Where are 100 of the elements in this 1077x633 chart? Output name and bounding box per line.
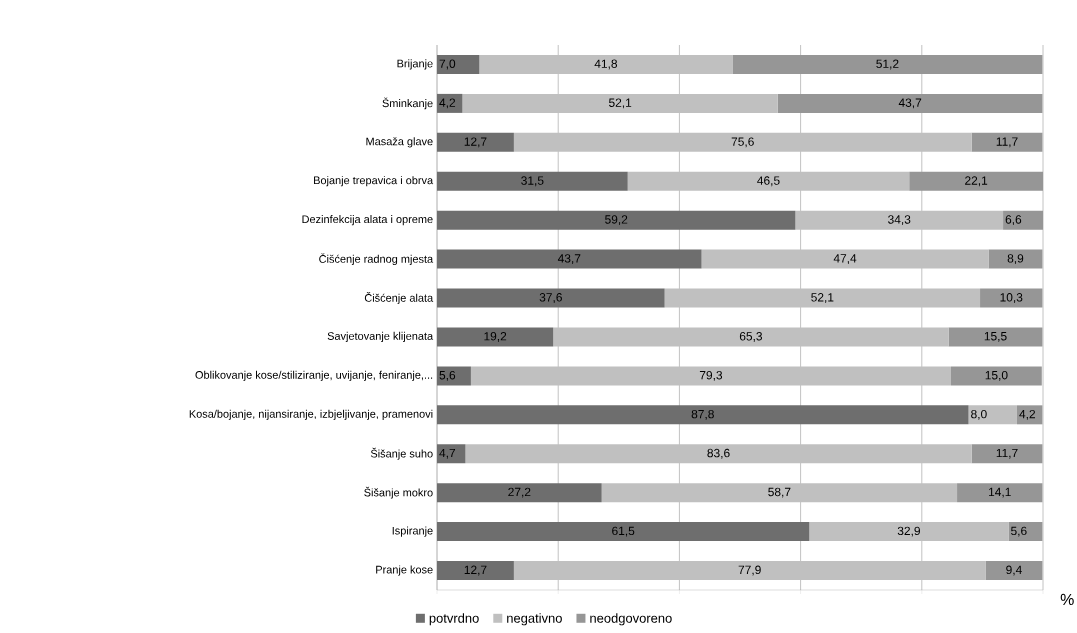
data-label: 10,3: [1000, 293, 1023, 303]
data-label: 5,6: [1011, 526, 1027, 537]
bar: [601, 483, 958, 503]
y-tick-label: Oblikovanje kose/stiliziranje, uvijanje, feniranje,...: [195, 370, 433, 381]
data-label: 65,3: [739, 332, 763, 342]
data-label: 12,7: [464, 137, 487, 148]
data-label: 52,1: [811, 293, 834, 303]
data-label: 4,2: [439, 98, 456, 109]
bar: [437, 93, 463, 113]
data-label: 32,9: [897, 526, 920, 537]
y-tick-label: Kosa/bojanje, nijansiranje, izbjeljivanje, pramenovi: [189, 409, 433, 420]
data-label: 31,5: [521, 176, 544, 187]
bar: [437, 483, 602, 503]
bar: [809, 522, 1009, 542]
data-label: 4,7: [439, 448, 456, 459]
y-tick-label: Dezinfekcija alata i opreme: [302, 215, 433, 226]
bar: [971, 132, 1043, 152]
bar: [437, 249, 702, 269]
bar: [1016, 405, 1043, 425]
legend-label: negativno: [507, 613, 562, 626]
y-tick-label: Čišćenje alata: [364, 292, 434, 304]
y-tick-label: Brijanje: [397, 59, 433, 70]
y-tick-label: Ispiranje: [392, 526, 433, 537]
data-label: 22,1: [965, 176, 988, 187]
bar: [437, 288, 665, 308]
data-label: 5,6: [439, 370, 456, 381]
y-tick-label: Masaža glave: [366, 137, 433, 148]
bar: [627, 171, 910, 191]
bar: [777, 93, 1043, 113]
bar: [479, 54, 733, 74]
data-label: 7,0: [439, 59, 456, 70]
bar: [988, 249, 1043, 269]
data-label: 79,3: [699, 370, 723, 381]
legend-label: potvrdno: [429, 613, 479, 626]
bar: [950, 366, 1042, 386]
bar: [437, 327, 554, 347]
data-label: 6,6: [1005, 215, 1022, 226]
data-label: 75,6: [731, 137, 754, 148]
data-label: 19,2: [484, 332, 507, 342]
data-label: 9,4: [1006, 565, 1022, 576]
bar: [513, 132, 972, 152]
data-label: 51,2: [876, 59, 899, 70]
bar: [513, 561, 986, 581]
bar: [437, 561, 514, 581]
bar: [437, 171, 628, 191]
data-label: 58,7: [768, 487, 791, 498]
data-label: 61,5: [612, 526, 635, 537]
bar: [985, 561, 1043, 581]
bar: [1003, 210, 1044, 230]
data-label: 8,9: [1007, 254, 1024, 265]
data-label: 43,7: [898, 98, 922, 109]
data-label: 77,9: [738, 565, 761, 576]
y-tick-label: Šminkanje: [382, 97, 433, 110]
legend-label: neodgovoreno: [590, 613, 672, 626]
bar: [957, 483, 1043, 503]
y-tick-label: Čišćenje radnog mjesta: [319, 253, 434, 266]
data-label: 34,3: [888, 215, 911, 226]
bar: [437, 444, 466, 464]
bar: [732, 54, 1043, 74]
y-tick-label: Savjetovanje klijenata: [327, 331, 434, 343]
bar: [437, 366, 471, 386]
bar: [437, 210, 796, 230]
data-label: 27,2: [508, 487, 531, 498]
y-tick-label: Bojanje trepavica i obrva: [314, 176, 434, 187]
bar: [968, 405, 1017, 425]
y-tick-label: Šišanje mokro: [364, 486, 433, 499]
data-label: 11,7: [996, 448, 1018, 459]
data-label: 15,5: [984, 332, 1007, 342]
data-label: 4,2: [1019, 409, 1036, 420]
x-axis-title: %: [1060, 593, 1074, 606]
data-label: 59,2: [605, 215, 628, 226]
data-label: 37,6: [539, 293, 562, 303]
data-label: 14,1: [989, 487, 1011, 498]
bar: [795, 210, 1004, 230]
bar: [701, 249, 989, 269]
data-label: 41,8: [594, 59, 618, 70]
bar: [553, 327, 949, 347]
data-label: 83,6: [707, 448, 730, 459]
data-label: 12,7: [464, 565, 487, 576]
bar: [470, 366, 951, 386]
data-label: 47,4: [833, 254, 857, 264]
y-tick-label: Pranje kose: [376, 565, 433, 576]
data-label: 8,0: [971, 409, 987, 420]
bar: [462, 93, 778, 113]
bar: [909, 171, 1044, 191]
y-tick-label: Šišanje suho: [370, 447, 433, 460]
data-label: 43,7: [557, 254, 581, 265]
bar: [437, 132, 514, 152]
bar: [971, 444, 1043, 464]
bar: [437, 54, 480, 74]
data-label: 15,0: [985, 370, 1008, 381]
bar: [437, 522, 810, 542]
data-label: 87,8: [691, 409, 714, 420]
data-label: 11,7: [996, 137, 1018, 148]
data-label: 52,1: [608, 98, 632, 109]
bar: [465, 444, 972, 464]
bar: [664, 288, 981, 308]
bar: [1008, 522, 1043, 542]
bar: [437, 405, 969, 425]
bar: [948, 327, 1043, 347]
